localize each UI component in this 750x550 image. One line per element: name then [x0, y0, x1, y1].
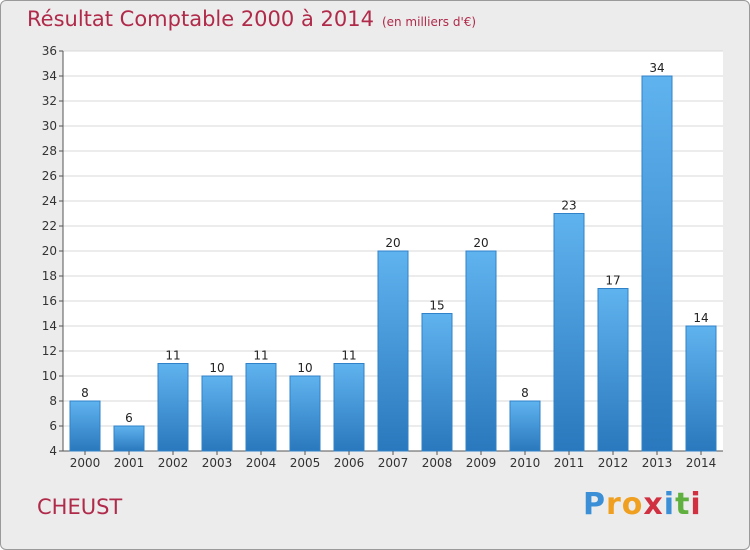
bar-value-label: 11	[165, 349, 180, 363]
bar	[421, 313, 453, 452]
x-tick-label: 2004	[246, 456, 277, 470]
y-tick-label: 18	[42, 269, 57, 283]
x-tick-label: 2010	[510, 456, 541, 470]
bar	[333, 363, 365, 452]
bar-value-label: 34	[649, 61, 664, 75]
bar-value-label: 10	[297, 361, 312, 375]
x-tick-label: 2006	[334, 456, 365, 470]
x-tick-label: 2001	[114, 456, 145, 470]
y-tick-label: 4	[49, 444, 57, 458]
x-tick-label: 2011	[554, 456, 585, 470]
logo-letter: x	[643, 487, 664, 522]
y-tick-label: 28	[42, 144, 57, 158]
bar-value-label: 17	[605, 274, 620, 288]
bar	[201, 375, 233, 452]
chart-title-text: Résultat Comptable 2000 à 2014	[27, 7, 374, 31]
bar	[157, 363, 189, 452]
logo-letter: t	[675, 487, 691, 522]
bar-value-label: 14	[693, 311, 708, 325]
logo-letter: r	[606, 487, 622, 522]
bar-value-label: 11	[253, 349, 268, 363]
bar-value-label: 20	[473, 236, 488, 250]
bar	[465, 250, 497, 452]
x-tick-label: 2008	[422, 456, 453, 470]
bar	[553, 213, 585, 452]
bar	[509, 400, 541, 452]
bar-value-label: 20	[385, 236, 400, 250]
logo-letter: i	[690, 487, 702, 522]
x-tick-label: 2005	[290, 456, 321, 470]
y-tick-label: 36	[42, 44, 57, 58]
bar-value-label: 8	[81, 386, 89, 400]
y-tick-label: 32	[42, 94, 57, 108]
x-tick-label: 2003	[202, 456, 233, 470]
bar-value-label: 23	[561, 199, 576, 213]
y-tick-label: 8	[49, 394, 57, 408]
x-tick-label: 2012	[598, 456, 629, 470]
bar	[245, 363, 277, 452]
y-tick-label: 20	[42, 244, 57, 258]
y-tick-label: 14	[42, 319, 57, 333]
y-tick-label: 24	[42, 194, 57, 208]
logo-letter: i	[663, 487, 676, 522]
y-tick-label: 26	[42, 169, 57, 183]
x-tick-label: 2014	[686, 456, 717, 470]
bar	[685, 325, 717, 452]
y-tick-label: 22	[42, 219, 57, 233]
bar-value-label: 15	[429, 299, 444, 313]
y-tick-label: 12	[42, 344, 57, 358]
bar	[113, 425, 145, 452]
proxiti-logo: Proxiti	[583, 487, 702, 522]
bar-value-label: 10	[209, 361, 224, 375]
bar-value-label: 8	[521, 386, 529, 400]
logo-letter: P	[583, 487, 606, 522]
y-tick-label: 6	[49, 419, 57, 433]
y-tick-label: 30	[42, 119, 57, 133]
y-tick-label: 16	[42, 294, 57, 308]
bar	[597, 288, 629, 452]
bar-value-label: 6	[125, 411, 133, 425]
bar	[377, 250, 409, 452]
chart-title: Résultat Comptable 2000 à 2014 (en millie…	[27, 7, 476, 31]
x-tick-label: 2013	[642, 456, 673, 470]
bar-value-label: 11	[341, 349, 356, 363]
chart-subtitle: (en milliers d'€)	[381, 15, 477, 29]
y-tick-label: 34	[42, 69, 57, 83]
x-tick-label: 2007	[378, 456, 409, 470]
bar	[641, 75, 673, 452]
x-tick-label: 2009	[466, 456, 497, 470]
x-tick-label: 2000	[70, 456, 101, 470]
logo-letter: o	[621, 487, 644, 522]
commune-name: CHEUST	[37, 495, 123, 519]
bar	[69, 400, 101, 452]
x-tick-label: 2002	[158, 456, 189, 470]
y-tick-label: 10	[42, 369, 57, 383]
bar	[289, 375, 321, 452]
